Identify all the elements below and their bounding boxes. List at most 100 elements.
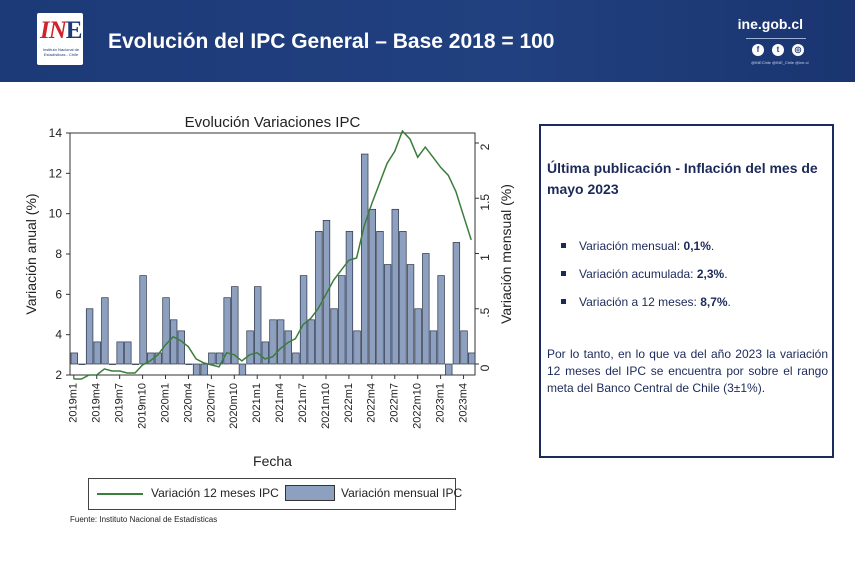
bar-mensual [70, 352, 78, 365]
chart-title: Evolución Variaciones IPC [185, 114, 361, 131]
x-tick-label: 2019m1 [68, 383, 80, 423]
bar-mensual [391, 208, 399, 365]
ine-logo[interactable]: INE Instituto Nacional de Estadísticas -… [37, 13, 83, 65]
y-left-tick-label: 2 [55, 368, 62, 382]
facebook-icon[interactable]: f [752, 44, 764, 56]
bar-mensual [315, 231, 323, 365]
x-tick-label: 2019m10 [137, 383, 149, 429]
y-right-axis-label: Variación mensual (%) [498, 184, 514, 324]
bar-mensual [338, 275, 346, 365]
chart-legend: Variación 12 meses IPC Variación mensual… [88, 478, 462, 510]
bar-mensual [231, 286, 239, 365]
x-tick-label: 2022m4 [366, 383, 378, 423]
info-paragraph: Por lo tanto, en lo que va del año 2023 … [547, 347, 828, 395]
chart-source: Fuente: Instituto Nacional de Estadístic… [70, 515, 218, 524]
y-right-tick-label: 2 [478, 143, 492, 150]
x-tick-label: 2020m7 [205, 383, 217, 423]
x-tick-label: 2023m4 [457, 383, 469, 423]
bar-mensual [361, 153, 369, 365]
bar-mensual [223, 297, 231, 365]
instagram-icon[interactable]: ◎ [792, 44, 804, 56]
bar-mensual [345, 231, 354, 365]
bar-mensual [406, 264, 415, 365]
y-left-tick-label: 6 [55, 287, 62, 301]
bar-mensual [246, 330, 254, 365]
bar-mensual [185, 363, 193, 365]
y-left-tick-label: 10 [49, 207, 63, 221]
bar-mensual [299, 275, 308, 365]
bar-mensual [284, 330, 292, 365]
info-list: Variación mensual: 0,1%. Variación acumu… [557, 238, 827, 322]
header-bar: INE Instituto Nacional de Estadísticas -… [0, 0, 855, 82]
bar-mensual [116, 341, 124, 365]
line-12-meses [73, 129, 472, 380]
page-title: Evolución del IPC General – Base 2018 = … [108, 30, 555, 53]
bar-mensual [422, 253, 430, 365]
bar-mensual [468, 352, 476, 365]
bar-mensual [254, 286, 262, 365]
bar-mensual [292, 352, 300, 365]
x-tick-label: 2019m4 [91, 383, 103, 423]
x-tick-label: 2022m1 [343, 383, 355, 423]
social-links: f t ◎ @INEChile @INE_Chile @ine.cl [751, 44, 809, 65]
y-right-tick-label: 1.5 [478, 194, 492, 211]
legend-label-bar: Variación mensual IPC [341, 486, 463, 500]
bar-mensual [269, 319, 277, 365]
site-divider [746, 38, 806, 39]
bar-mensual [330, 308, 338, 365]
bar-mensual [383, 264, 392, 365]
bar-mensual [307, 319, 315, 365]
y-left-tick-label: 14 [49, 126, 63, 140]
bar-mensual [414, 308, 422, 365]
bar-mensual [353, 330, 361, 365]
bar-mensual [139, 275, 147, 365]
bar-mensual [261, 341, 270, 365]
y-right-tick-label: 1 [478, 254, 492, 261]
y-left-tick-label: 12 [49, 166, 63, 180]
bar-mensual [177, 330, 185, 365]
bar-mensual [429, 330, 438, 365]
y-left-tick-label: 8 [55, 247, 62, 261]
x-tick-label: 2023m1 [435, 383, 447, 423]
x-tick-label: 2021m4 [274, 383, 286, 423]
y-left-tick-label: 4 [55, 328, 62, 342]
chart-svg: Evolución Variaciones IPC 2 4 6 8 10 12 14 0 .5 1 1… [23, 114, 514, 469]
ipc-chart: Evolución Variaciones IPC 2 4 6 8 10 12 14 0 .5 1 1… [20, 100, 540, 540]
bar-mensual [101, 297, 109, 365]
x-tick-label: 2022m10 [412, 383, 424, 429]
bar-mensual [437, 275, 445, 365]
bar-mensual [208, 352, 216, 365]
x-tick-label: 2020m10 [228, 383, 240, 429]
legend-label-line: Variación 12 meses IPC [151, 486, 279, 500]
bar-mensual [200, 363, 208, 376]
legend-bar-swatch [285, 485, 335, 501]
bar-mensual [85, 308, 94, 365]
legend-line-swatch [97, 493, 143, 495]
x-axis-label: Fecha [253, 453, 292, 469]
info-panel: Última publicación - Inflación del mes d… [539, 124, 834, 458]
ine-logo-text: Instituto Nacional de Estadísticas - Chi… [42, 47, 80, 57]
site-link[interactable]: ine.gob.cl [737, 16, 803, 32]
bar-mensual [445, 363, 453, 376]
bar-mensual [93, 341, 101, 365]
x-tick-label: 2020m1 [159, 383, 171, 423]
bar-mensual [399, 231, 407, 365]
info-item-mensual: Variación mensual: 0,1%. [557, 238, 827, 266]
bar-mensual [124, 341, 132, 365]
info-item-12-meses: Variación a 12 meses: 8,7%. [557, 294, 827, 322]
info-item-acumulada: Variación acumulada: 2,3%. [557, 266, 827, 294]
bar-mensual [276, 319, 285, 365]
bar-mensual [192, 363, 201, 376]
x-tick-label: 2021m10 [320, 383, 332, 429]
y-right-tick-label: 0 [478, 364, 492, 371]
bar-mensual [169, 319, 178, 365]
y-right-tick-label: .5 [478, 307, 492, 317]
bar-mensual [131, 363, 140, 365]
twitter-icon[interactable]: t [772, 44, 784, 56]
bar-mensual [452, 242, 461, 365]
social-handles: @INEChile @INE_Chile @ine.cl [751, 60, 809, 65]
y-left-axis-label: Variación anual (%) [23, 193, 39, 314]
x-tick-label: 2020m4 [182, 383, 194, 423]
x-tick-label: 2019m7 [114, 383, 126, 423]
ine-logo-mark: INE [40, 17, 82, 44]
